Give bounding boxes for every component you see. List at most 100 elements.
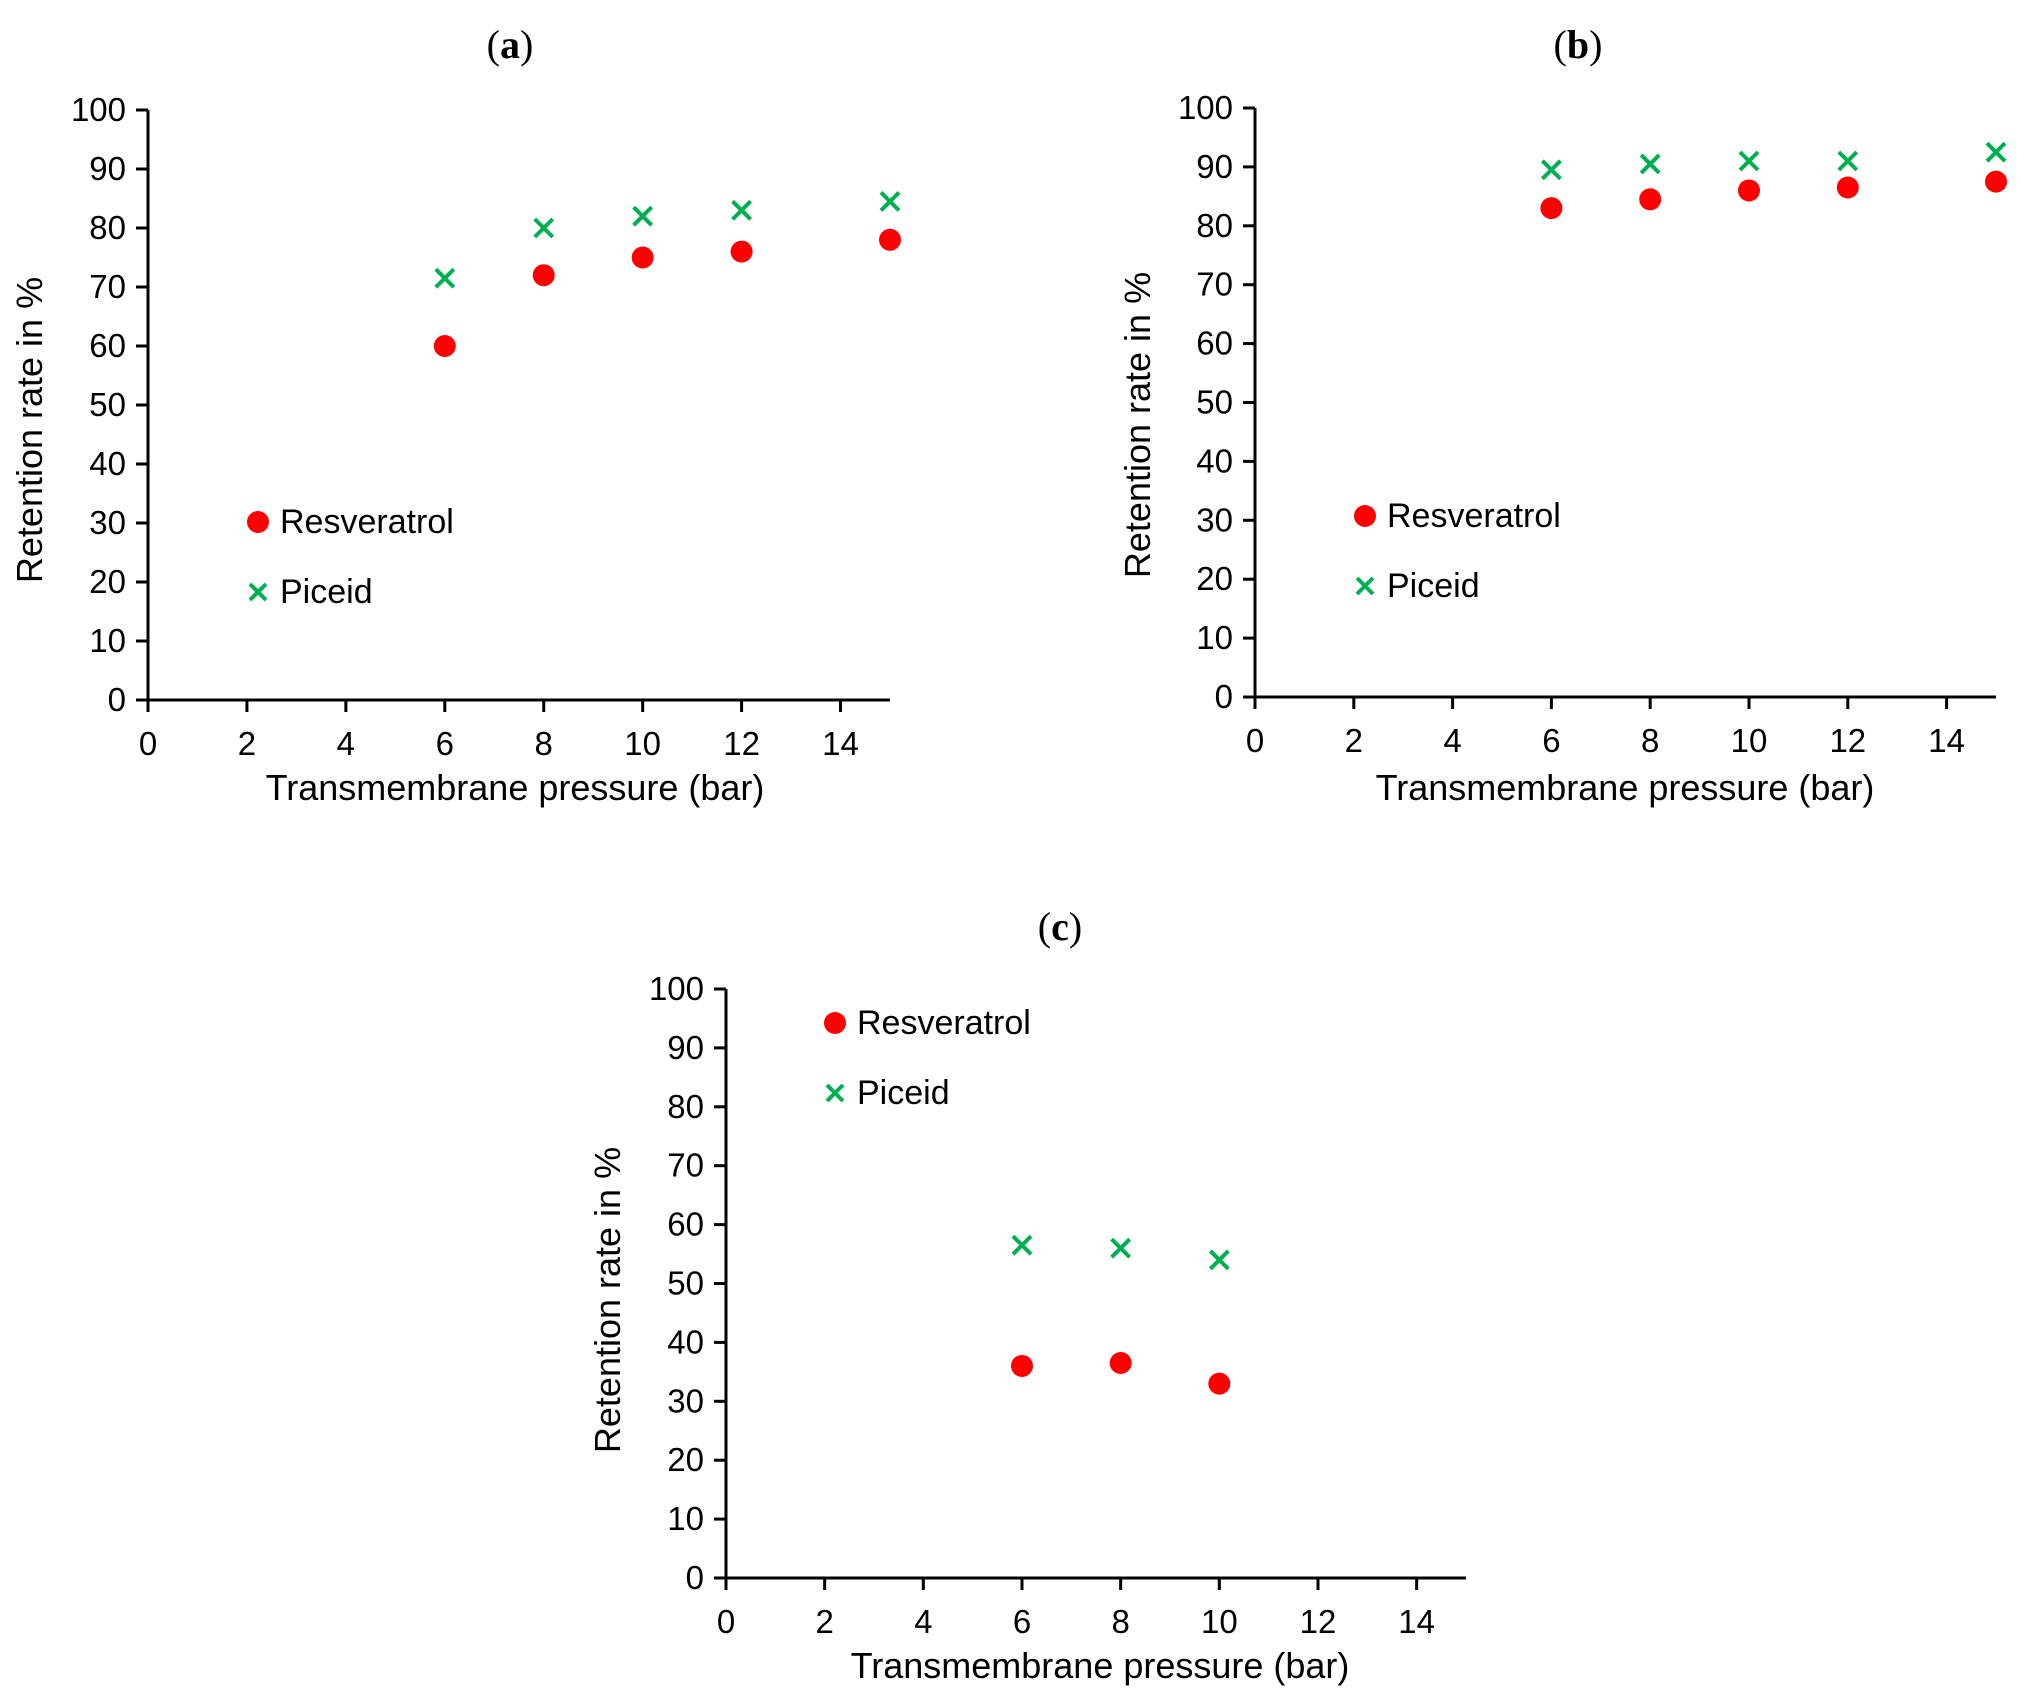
resveratrol-point xyxy=(879,228,901,251)
y-tick-label: 100 xyxy=(1178,89,1233,126)
legend-marker-resveratrol xyxy=(1354,505,1376,527)
x-tick-label: 8 xyxy=(1111,1603,1129,1640)
legend: Resveratrol Piceid xyxy=(824,1004,1031,1112)
y-tick-label: 50 xyxy=(667,1265,704,1302)
resveratrol-point xyxy=(1836,176,1859,199)
x-tick-label: 4 xyxy=(1443,722,1461,759)
y-axis-title: Retention rate in % xyxy=(9,277,50,583)
piceid-point xyxy=(1011,1234,1033,1256)
x-tick-label: 14 xyxy=(1928,722,1965,759)
legend: Resveratrol Piceid xyxy=(247,503,454,611)
piceid-point xyxy=(879,191,901,212)
y-tick-label: 80 xyxy=(89,209,126,246)
y-tick-label: 40 xyxy=(89,445,126,482)
legend-label-piceid: Piceid xyxy=(1387,567,1480,605)
x-tick-label: 10 xyxy=(624,725,661,762)
piceid-point xyxy=(533,217,555,239)
piceid-point xyxy=(632,205,654,227)
x-tick-label: 6 xyxy=(436,725,454,762)
resveratrol-point xyxy=(1540,197,1563,220)
y-tick-label: 20 xyxy=(1196,560,1233,597)
x-tick-label: 6 xyxy=(1542,722,1560,759)
piceid-point xyxy=(1837,150,1859,172)
y-tick-label: 50 xyxy=(89,386,126,423)
resveratrol-point xyxy=(730,240,753,263)
resveratrol-point xyxy=(1109,1352,1132,1375)
chart-panel-b: (b) 0 10 20 30 40 50 60 70 80 90 100 0 2 4 6 8 10 12 14 Tran… xyxy=(1117,22,2007,808)
y-axis-title: Retention rate in % xyxy=(587,1147,628,1453)
legend-label-piceid: Piceid xyxy=(857,1074,950,1112)
x-tick-label: 10 xyxy=(1731,722,1768,759)
panel-label: (a) xyxy=(487,22,534,67)
resveratrol-point xyxy=(631,246,654,269)
y-tick-label: 10 xyxy=(89,622,126,659)
legend-marker-piceid xyxy=(825,1083,845,1103)
x-tick-label: 4 xyxy=(914,1603,932,1640)
y-tick-label: 20 xyxy=(89,563,126,600)
x-tick-label: 10 xyxy=(1201,1603,1238,1640)
x-tick-label: 0 xyxy=(1246,722,1264,759)
y-tick-label: 30 xyxy=(89,504,126,541)
y-tick-label: 30 xyxy=(1196,501,1233,538)
y-tick-label: 30 xyxy=(667,1382,704,1419)
x-axis-title: Transmembrane pressure (bar) xyxy=(266,767,765,808)
legend-marker-resveratrol xyxy=(824,1012,846,1034)
piceid-point xyxy=(434,267,456,289)
piceid-point xyxy=(1540,159,1562,181)
resveratrol-point xyxy=(1738,179,1760,202)
y-tick-label: 0 xyxy=(108,681,126,718)
piceid-point xyxy=(1738,150,1760,172)
y-tick-label: 40 xyxy=(1196,442,1233,479)
x-tick-label: 12 xyxy=(1300,1603,1337,1640)
piceid-point xyxy=(1208,1249,1230,1271)
x-tick-label: 0 xyxy=(717,1603,735,1640)
legend-marker-piceid xyxy=(248,582,268,602)
x-tick-label: 4 xyxy=(337,725,355,762)
legend-marker-piceid xyxy=(1355,576,1375,596)
resveratrol-point xyxy=(1208,1372,1231,1395)
x-tick-label: 2 xyxy=(1345,722,1363,759)
y-tick-label: 0 xyxy=(686,1559,704,1596)
y-tick-label: 70 xyxy=(89,268,126,305)
piceid-point xyxy=(1110,1237,1132,1259)
y-tick-label: 10 xyxy=(667,1500,704,1537)
legend-label-resveratrol: Resveratrol xyxy=(280,503,454,541)
y-tick-label: 40 xyxy=(667,1323,704,1360)
x-tick-label: 2 xyxy=(815,1603,833,1640)
resveratrol-point xyxy=(532,264,555,287)
y-tick-label: 80 xyxy=(667,1088,704,1125)
legend-marker-resveratrol xyxy=(247,511,269,533)
resveratrol-point xyxy=(1639,188,1662,211)
y-tick-label: 100 xyxy=(649,970,704,1007)
panel-label: (c) xyxy=(1038,904,1082,949)
y-tick-label: 70 xyxy=(667,1147,704,1184)
y-tick-label: 0 xyxy=(1215,678,1233,715)
piceid-point xyxy=(731,199,753,221)
y-tick-label: 10 xyxy=(1196,619,1233,656)
y-axis-title: Retention rate in % xyxy=(1117,272,1158,578)
x-tick-label: 0 xyxy=(139,725,157,762)
x-tick-label: 14 xyxy=(822,725,859,762)
x-tick-label: 12 xyxy=(723,725,760,762)
y-tick-label: 60 xyxy=(1196,325,1233,362)
x-tick-label: 2 xyxy=(238,725,256,762)
y-tick-label: 90 xyxy=(667,1029,704,1066)
resveratrol-point xyxy=(1985,170,2007,193)
y-tick-label: 90 xyxy=(89,150,126,187)
x-axis-title: Transmembrane pressure (bar) xyxy=(851,1645,1350,1686)
resveratrol-point xyxy=(1011,1354,1033,1377)
x-tick-label: 14 xyxy=(1398,1603,1435,1640)
y-tick-label: 100 xyxy=(71,91,126,128)
x-tick-label: 8 xyxy=(535,725,553,762)
y-tick-label: 20 xyxy=(667,1441,704,1478)
y-tick-label: 60 xyxy=(89,327,126,364)
chart-panel-c: (c) 0 10 20 30 40 50 60 70 80 90 100 0 2 4 6 8 10 12 14 Tran… xyxy=(587,904,1466,1686)
x-tick-label: 12 xyxy=(1829,722,1866,759)
chart-panel-a: (a) 0 10 20 30 40 50 60 70 80 90 100 0 2 4 6 8 10 12 14 Tran… xyxy=(9,22,901,808)
y-tick-label: 70 xyxy=(1196,266,1233,303)
legend-label-resveratrol: Resveratrol xyxy=(1387,497,1561,535)
piceid-point xyxy=(1985,141,2007,163)
y-tick-label: 80 xyxy=(1196,207,1233,244)
y-tick-label: 60 xyxy=(667,1206,704,1243)
